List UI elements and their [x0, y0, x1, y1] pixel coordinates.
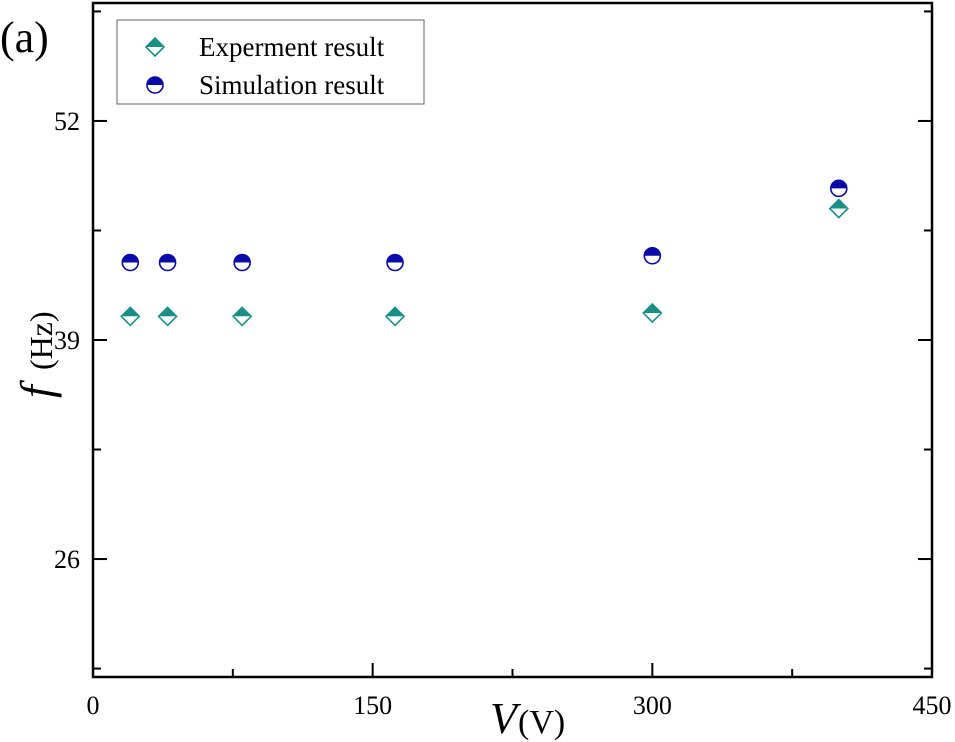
- experiment-point: [157, 306, 178, 327]
- legend-box: [116, 19, 425, 105]
- simulation-point: [233, 253, 251, 272]
- y-axis-label-unit: (Hz): [23, 311, 59, 370]
- x-axis-label-unit: (V): [518, 704, 565, 741]
- simulation-point: [829, 179, 848, 198]
- x-tick-label: 450: [913, 691, 952, 720]
- y-axis: 26 39 52: [54, 10, 932, 670]
- simulation-point: [158, 253, 177, 272]
- legend-label: Experment result: [199, 32, 385, 62]
- legend: Experment result Simulation result: [116, 19, 425, 105]
- simulation-point: [643, 246, 662, 265]
- x-axis-label-symbol: V: [490, 694, 522, 742]
- experiment-point: [232, 306, 253, 327]
- x-tick-label: 0: [87, 691, 100, 720]
- x-tick-label: 300: [633, 691, 672, 720]
- x-tick-label: 150: [353, 691, 392, 720]
- y-axis-label-symbol: f: [11, 379, 62, 398]
- data-layer: [120, 179, 849, 327]
- x-axis: 0 150 300 450: [87, 663, 952, 720]
- experiment-point: [828, 198, 849, 219]
- legend-marker-experiment: [144, 36, 166, 58]
- legend-marker-simulation: [146, 76, 164, 94]
- experiment-point: [120, 306, 141, 327]
- y-axis-label: f (Hz): [11, 311, 62, 398]
- legend-label: Simulation result: [199, 70, 385, 100]
- simulation-point: [386, 253, 404, 272]
- y-tick-label: 52: [54, 107, 80, 136]
- y-tick-label: 39: [54, 326, 80, 355]
- panel-label: (a): [0, 13, 49, 62]
- y-tick-label: 26: [54, 545, 80, 574]
- simulation-point: [121, 253, 140, 272]
- experiment-point: [384, 306, 406, 327]
- experiment-point: [642, 302, 663, 324]
